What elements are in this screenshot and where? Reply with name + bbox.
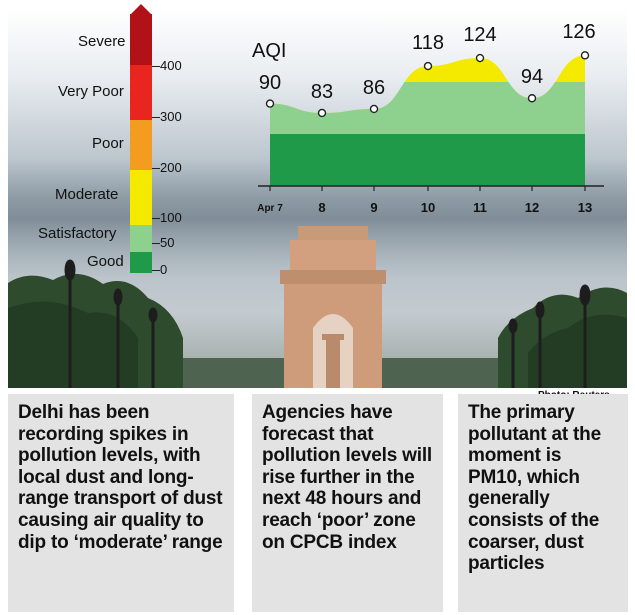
scale-segment [130,225,152,252]
scale-tick [152,66,160,67]
scale-category-label: Good [87,253,124,270]
scale-tick-label: 200 [160,160,182,175]
aqi-x-tick-label: 11 [473,200,487,215]
scale-category-label: Very Poor [58,83,124,100]
aqi-x-tick-label: 9 [370,200,378,215]
aqi-x-tick-label: 10 [420,200,436,215]
aqi-value-label: 124 [463,24,497,47]
scale-segment [130,252,152,273]
scale-tick-label: 100 [160,210,182,225]
aqi-x-tick-label: 12 [524,200,540,215]
scale-tick [152,218,160,219]
scale-category-label: Severe [78,33,126,50]
aqi-x-tick-label: 8 [318,200,326,215]
scale-tick-label: 0 [160,262,168,277]
aqi-value-label: 86 [362,76,386,99]
aqi-axis-label: AQI [252,40,287,62]
aqi-area-chart [258,51,604,191]
aqi-data-point [527,94,537,103]
aqi-data-point [369,104,379,114]
info-panel-2: Agencies have forecast that pollution le… [252,394,443,612]
info-text-2: Agencies have forecast that pollution le… [262,402,432,553]
scale-category-label: Moderate [55,186,119,203]
aqi-data-point [475,53,485,63]
info-panel-3: The primary pollutant at the moment is P… [458,394,628,612]
aqi-value-label: 94 [520,66,544,89]
scale-tick-label: 50 [160,235,175,250]
scale-arrow-icon [130,4,152,15]
aqi-value-label: 90 [258,71,282,94]
scale-segment [130,14,152,65]
aqi-value-label: 126 [562,21,596,44]
aqi-data-point [423,61,433,71]
scale-tick [152,168,160,169]
scale-segment [130,120,152,170]
scale-segment [130,65,152,120]
scale-category-label: Satisfactory [38,225,117,242]
aqi-category-scale: Good Satisfactory Moderate Poor Very Poor Sev… [0,0,200,290]
aqi-data-point [265,99,275,108]
aqi-value-label: 118 [412,32,444,55]
aqi-value-label: 83 [310,80,334,103]
scale-tick-label: 300 [160,109,182,124]
scale-segment [130,170,152,225]
aqi-x-tick-label: Apr 7 [257,203,283,214]
info-text-1: Delhi has been recording spikes in pollu… [18,402,223,553]
info-text-3: The primary pollutant at the moment is P… [468,402,601,575]
info-panel-1: Delhi has been recording spikes in pollu… [8,394,234,612]
scale-category-label: Poor [92,135,124,152]
scale-tick [152,243,160,244]
good-band [270,134,585,186]
aqi-data-point [317,108,327,118]
scale-tick-label: 400 [160,58,182,73]
aqi-data-point [580,51,590,60]
scale-tick [152,270,160,271]
scale-tick [152,117,160,118]
aqi-x-tick-label: 13 [577,200,593,215]
